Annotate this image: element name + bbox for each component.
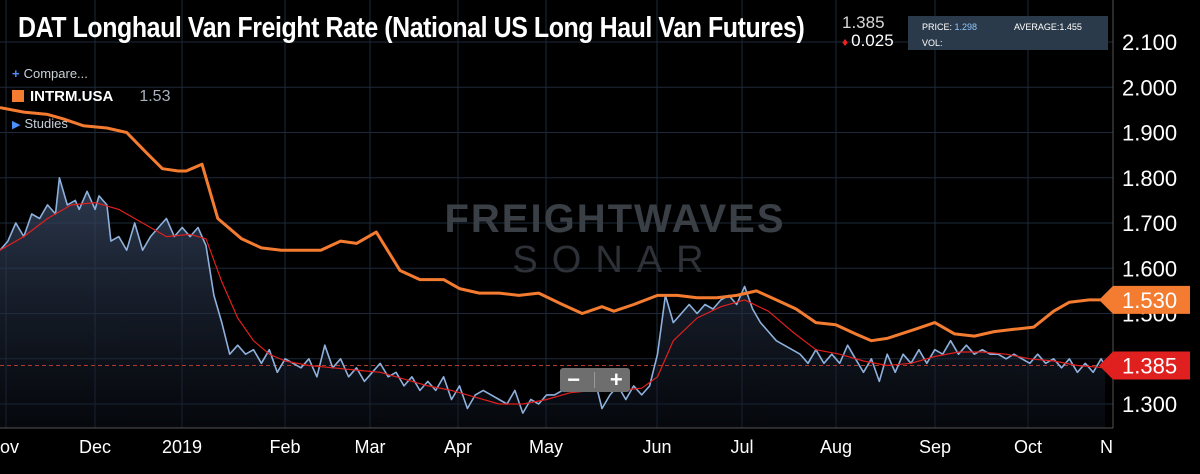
info-vol: VOL: [922,38,943,48]
series-line-orange [0,106,1113,343]
series-layer [0,106,1113,428]
studies-button[interactable]: ▶ Studies [12,116,68,131]
series-line-blue [0,177,1106,414]
zoom-controls: − + [560,368,630,392]
zoom-separator [594,372,596,388]
x-tick-label: Aug [820,437,852,457]
series-legend-intrm[interactable]: INTRM.USA 1.53 [12,88,170,106]
down-arrow-icon: ♦ [842,35,849,49]
chart-title: DAT Longhaul Van Freight Rate (National … [18,12,805,44]
x-tick-label: ov [0,437,19,457]
x-tick-label: N [1100,437,1113,457]
last-price-box: 1.385 ♦ 0.025 [842,14,908,51]
price-tag-orange-shape [1099,285,1190,314]
x-axis: ov Dec 2019 Feb Mar Apr May Jun Jul Aug Sep Oct N [0,427,1113,457]
price-tag-orange: 1.530 [1099,285,1190,314]
y-tick-label: 2.000 [1122,75,1177,100]
info-price: PRICE: 1.298 [922,22,978,32]
triangle-right-icon: ▶ [12,119,21,131]
x-tick-label: Dec [79,437,111,457]
price-labels: 1.530 1.385 [1099,285,1190,380]
y-tick-label: 1.800 [1122,166,1177,191]
x-tick-label: Jun [642,437,671,457]
watermark-sonar: SONAR [512,239,717,281]
price-change: ♦ 0.025 [842,32,908,51]
zoom-out-button[interactable]: − [567,367,581,392]
last-price: 1.385 [842,13,885,32]
series-last-value: 1.53 [139,88,171,105]
y-tick-label: 1.300 [1122,392,1177,417]
price-tag-red-shape [1099,351,1190,380]
info-box: PRICE: 1.298 AVERAGE:1.455 VOL: [908,16,1108,50]
y-tick-label: 1.900 [1122,121,1177,146]
price-tag-orange-text: 1.530 [1122,288,1177,313]
x-tick-label: 2019 [162,437,202,457]
price-tag-red-text: 1.385 [1122,354,1177,379]
y-tick-label: 1.700 [1122,211,1177,236]
price-change-value: 0.025 [851,31,894,50]
series-line-red-ma [0,202,1106,405]
x-tick-label: Apr [444,437,472,457]
y-tick-label: 2.100 [1122,30,1177,55]
price-tag-red: 1.385 [1099,351,1190,380]
x-tick-label: Sep [919,437,951,457]
orange-swatch [12,90,24,102]
x-tick-label: Feb [269,437,300,457]
x-tick-label: Oct [1014,437,1042,457]
x-tick-label: May [529,437,563,457]
plus-icon: + [12,66,20,81]
watermark-freightwaves: FREIGHTWAVES [444,197,785,241]
watermark: FREIGHTWAVES SONAR [444,197,785,281]
info-average: AVERAGE:1.455 [1014,22,1082,32]
x-tick-label: Mar [355,437,386,457]
x-tick-label: Jul [730,437,753,457]
compare-button[interactable]: + Compare... [12,66,88,81]
y-tick-label: 1.600 [1122,256,1177,281]
zoom-in-button[interactable]: + [609,367,623,392]
